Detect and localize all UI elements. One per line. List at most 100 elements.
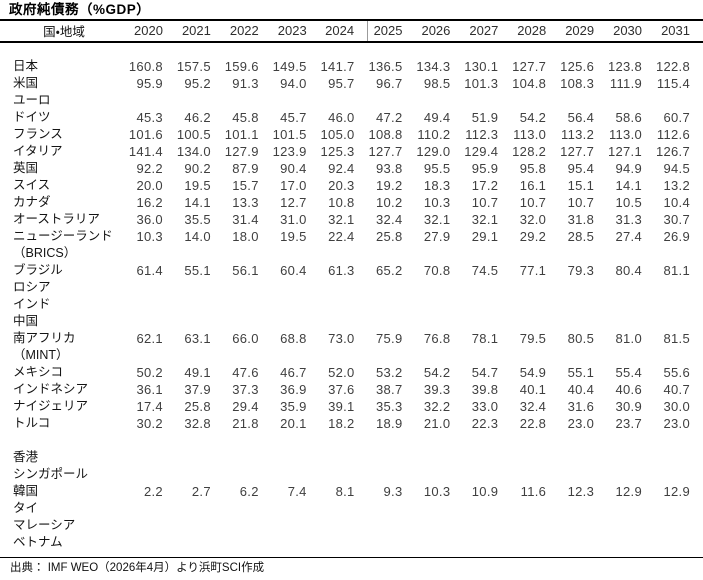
value-cell: 65.2 — [375, 263, 403, 278]
value-cell: 32.2 — [423, 399, 451, 414]
value-cell — [176, 466, 224, 483]
value-cell: 61.3 — [328, 263, 355, 278]
value-cell — [607, 347, 655, 364]
value-cell — [368, 92, 416, 109]
value-cell: 49.4 — [423, 110, 451, 125]
value-cell: 32.0 — [519, 212, 547, 227]
value-cell — [655, 432, 703, 449]
value-cell: 46.7 — [280, 365, 307, 380]
country-label: マレーシア — [13, 518, 76, 532]
value-cell: 127.7 — [512, 59, 547, 74]
year-header-2026: 2026 — [415, 21, 464, 43]
year-header-2027: 2027 — [463, 21, 512, 43]
value-cell — [511, 534, 559, 551]
value-cell: 66.0 — [232, 331, 259, 346]
value-cell — [224, 432, 272, 449]
value-cell: 60.4 — [280, 263, 307, 278]
value-cell: 12.9 — [615, 484, 643, 499]
table-row-4: フランス 101.6 100.5 101.1 101.5 105.0 108.8 110.2 1… — [0, 126, 703, 143]
value-cell — [607, 313, 655, 330]
table-spacer-row — [0, 42, 703, 58]
value-cell — [224, 534, 272, 551]
value-cell: 63.1 — [184, 331, 211, 346]
value-cell: 23.0 — [567, 416, 595, 431]
value-cell — [320, 517, 368, 534]
value-cell: 10.4 — [663, 195, 690, 210]
value-cell — [272, 449, 320, 466]
value-cell — [176, 245, 224, 262]
value-cell: 136.5 — [368, 59, 403, 74]
value-cell: 94.5 — [663, 161, 690, 176]
country-label: ナイジェリア — [13, 399, 89, 413]
value-cell — [511, 296, 559, 313]
year-header-2029: 2029 — [559, 21, 608, 43]
value-cell: 40.1 — [519, 382, 547, 397]
year-header-2021: 2021 — [175, 21, 224, 43]
value-cell: 20.0 — [136, 178, 163, 193]
value-cell — [463, 500, 511, 517]
table-spacer-row — [0, 432, 703, 449]
value-cell — [272, 92, 320, 109]
value-cell — [655, 279, 703, 296]
value-cell: 54.7 — [471, 365, 499, 380]
value-cell — [320, 92, 368, 109]
country-label — [0, 432, 128, 449]
value-cell: 7.4 — [287, 484, 307, 499]
value-cell: 27.9 — [423, 229, 451, 244]
value-cell — [463, 432, 511, 449]
value-cell — [607, 432, 655, 449]
value-cell: 2.2 — [143, 484, 163, 499]
table-row-25: 韓国 2.2 2.7 6.2 7.4 8.1 9.3 10.3 10.9 11.6 12.3 12.9… — [0, 483, 703, 500]
country-label: カナダ — [13, 195, 51, 209]
value-cell: 20.3 — [328, 178, 355, 193]
value-cell: 10.3 — [136, 229, 163, 244]
value-cell: 91.3 — [232, 76, 259, 91]
value-cell: 13.2 — [663, 178, 690, 193]
value-cell: 93.8 — [375, 161, 403, 176]
value-cell: 29.2 — [519, 229, 547, 244]
country-label: イタリア — [13, 144, 63, 158]
country-label: タイ — [13, 501, 39, 515]
value-cell: 55.4 — [615, 365, 643, 380]
year-header-2025: 2025 — [367, 21, 416, 43]
value-cell: 35.9 — [280, 399, 307, 414]
value-cell — [272, 466, 320, 483]
country-label: ベトナム — [13, 535, 63, 549]
value-cell: 40.7 — [663, 382, 690, 397]
value-cell: 10.5 — [615, 195, 643, 210]
value-cell — [415, 245, 463, 262]
page-title: 政府純債務（%GDP） — [0, 0, 703, 21]
value-cell — [176, 500, 224, 517]
value-cell — [272, 347, 320, 364]
value-cell — [176, 432, 224, 449]
value-cell — [128, 534, 176, 551]
value-cell: 101.1 — [224, 127, 259, 142]
value-cell — [463, 466, 511, 483]
value-cell: 112.3 — [465, 127, 499, 142]
country-label: トルコ — [13, 416, 51, 430]
value-cell: 37.9 — [184, 382, 211, 397]
value-cell: 78.1 — [471, 331, 499, 346]
value-cell: 30.9 — [615, 399, 643, 414]
value-cell: 32.8 — [184, 416, 211, 431]
value-cell: 157.5 — [176, 59, 211, 74]
table-row-11: （BRICS） — [0, 245, 703, 262]
value-cell: 70.8 — [423, 263, 451, 278]
value-cell — [224, 449, 272, 466]
value-cell: 92.2 — [136, 161, 163, 176]
value-cell: 15.1 — [567, 178, 595, 193]
value-cell — [320, 500, 368, 517]
value-cell — [607, 466, 655, 483]
value-cell: 21.8 — [232, 416, 259, 431]
country-label: フランス — [13, 127, 63, 141]
value-cell — [272, 534, 320, 551]
value-cell — [320, 296, 368, 313]
value-cell — [415, 279, 463, 296]
value-cell: 54.2 — [423, 365, 451, 380]
value-cell: 31.4 — [232, 212, 259, 227]
value-cell: 92.4 — [328, 161, 355, 176]
value-cell: 8.1 — [335, 484, 355, 499]
value-cell: 112.6 — [656, 127, 690, 142]
country-label: 米国 — [13, 76, 39, 90]
table-row-13: ロシア — [0, 279, 703, 296]
